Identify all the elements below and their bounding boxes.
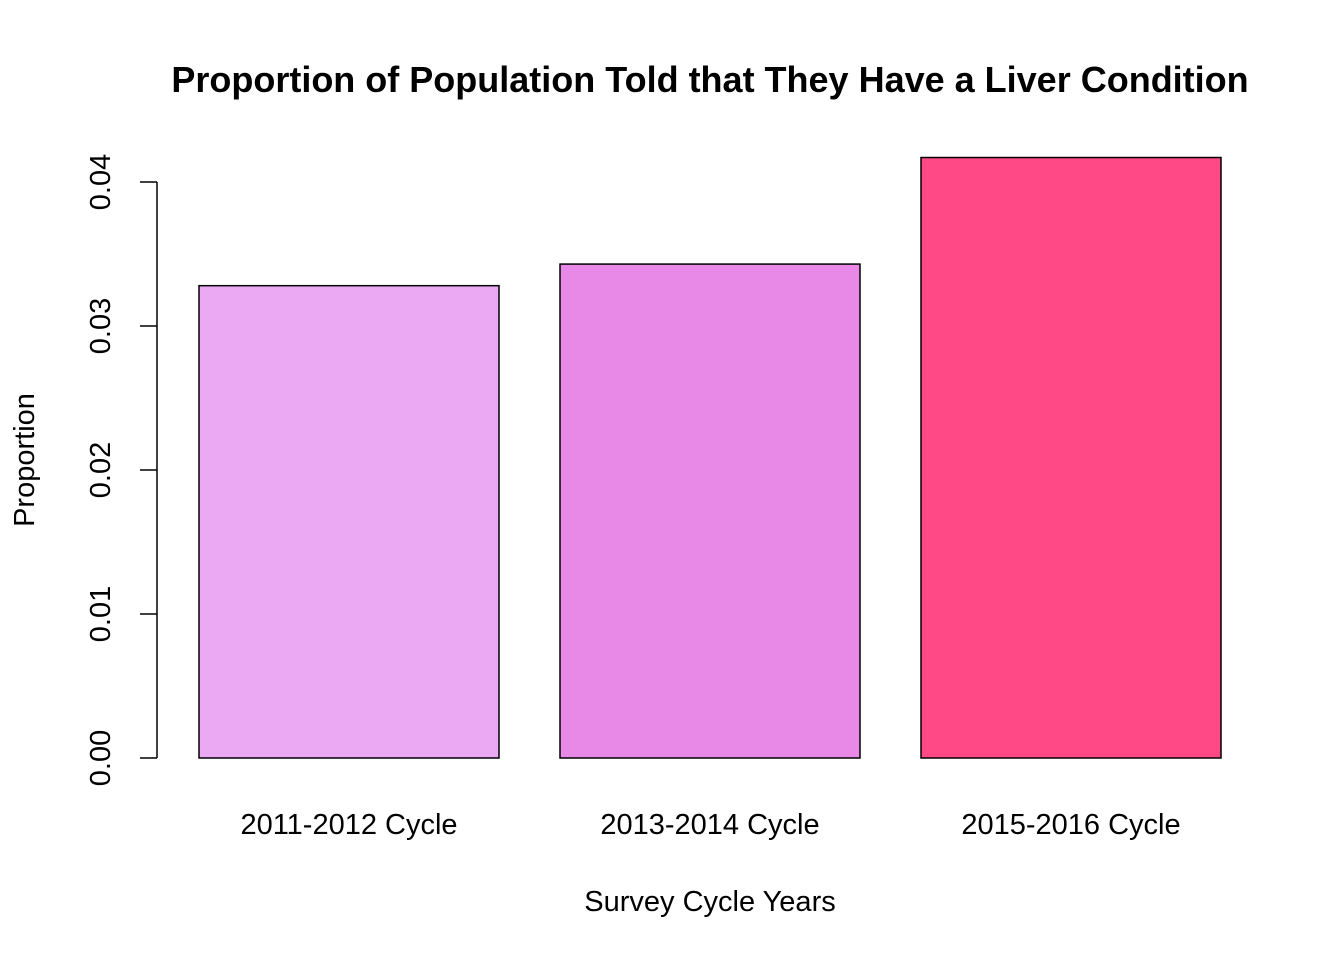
y-tick-label: 0.00: [85, 730, 117, 786]
x-tick-labels: 2011-2012 Cycle 2013-2014 Cycle 2015-2016 …: [240, 809, 1180, 841]
bar-3: [920, 156, 1222, 759]
x-tick-label: 2013-2014 Cycle: [600, 809, 819, 841]
x-tick-label: 2015-2016 Cycle: [961, 809, 1180, 841]
bar-2: [559, 263, 861, 759]
y-axis: 0.00 0.01 0.02 0.03 0.04: [85, 154, 158, 786]
y-tick-label: 0.01: [85, 586, 117, 642]
y-tick-label: 0.04: [85, 154, 117, 210]
chart-title: Proportion of Population Told that They …: [171, 59, 1248, 100]
bars-layer: [198, 156, 1222, 759]
y-axis-label: Proportion: [9, 393, 41, 527]
y-tick-label: 0.02: [85, 442, 117, 498]
y-tick-label: 0.03: [85, 298, 117, 354]
bar-1: [198, 284, 500, 759]
x-axis-label: Survey Cycle Years: [584, 886, 835, 918]
x-tick-label: 2011-2012 Cycle: [240, 809, 457, 841]
